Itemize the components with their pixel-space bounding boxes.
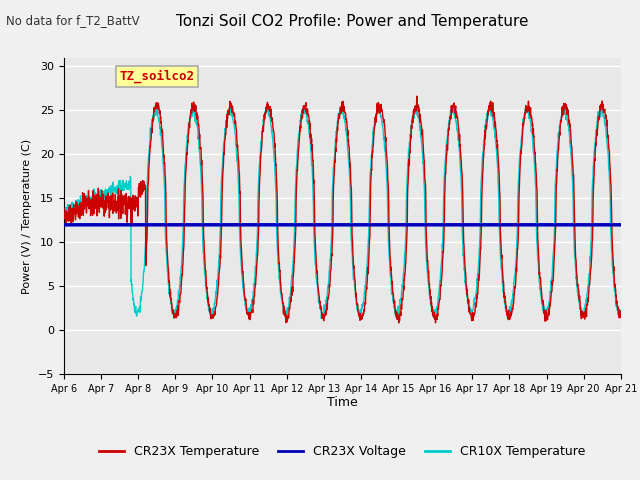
CR23X Voltage xyxy=(568,222,575,228)
Legend: CR23X Temperature, CR23X Voltage, CR10X Temperature: CR23X Temperature, CR23X Voltage, CR10X … xyxy=(94,440,590,463)
CR23X Voltage xyxy=(358,222,366,228)
Text: No data for f_T2_BattV: No data for f_T2_BattV xyxy=(6,14,140,27)
CR23X Temperature xyxy=(505,307,513,313)
CR10X Temperature xyxy=(371,122,379,128)
CR23X Voltage xyxy=(60,222,68,228)
Text: Tonzi Soil CO2 Profile: Power and Temperature: Tonzi Soil CO2 Profile: Power and Temper… xyxy=(176,14,528,29)
Line: CR23X Temperature: CR23X Temperature xyxy=(64,96,621,323)
CR23X Temperature xyxy=(358,313,366,319)
CR23X Temperature xyxy=(395,320,403,326)
CR10X Temperature xyxy=(505,309,513,314)
CR23X Temperature xyxy=(60,206,68,212)
CR10X Temperature xyxy=(152,104,160,109)
CR23X Temperature xyxy=(216,269,223,275)
X-axis label: Time: Time xyxy=(327,396,358,408)
CR23X Temperature xyxy=(584,302,591,308)
CR10X Temperature xyxy=(60,207,68,213)
CR23X Temperature xyxy=(568,151,576,157)
Text: TZ_soilco2: TZ_soilco2 xyxy=(120,70,195,83)
CR10X Temperature xyxy=(584,289,591,295)
CR23X Voltage xyxy=(504,222,512,228)
CR23X Voltage xyxy=(371,222,378,228)
Line: CR10X Temperature: CR10X Temperature xyxy=(64,107,621,318)
Y-axis label: Power (V) / Temperature (C): Power (V) / Temperature (C) xyxy=(22,138,33,294)
CR23X Temperature xyxy=(617,308,625,314)
CR23X Temperature xyxy=(371,125,378,131)
CR10X Temperature xyxy=(617,308,625,313)
CR10X Temperature xyxy=(317,315,325,321)
CR23X Temperature xyxy=(413,93,420,99)
CR23X Voltage xyxy=(583,222,591,228)
CR23X Voltage xyxy=(216,222,223,228)
CR10X Temperature xyxy=(216,249,223,255)
CR10X Temperature xyxy=(568,170,576,176)
CR23X Voltage xyxy=(617,222,625,228)
CR10X Temperature xyxy=(359,300,367,306)
